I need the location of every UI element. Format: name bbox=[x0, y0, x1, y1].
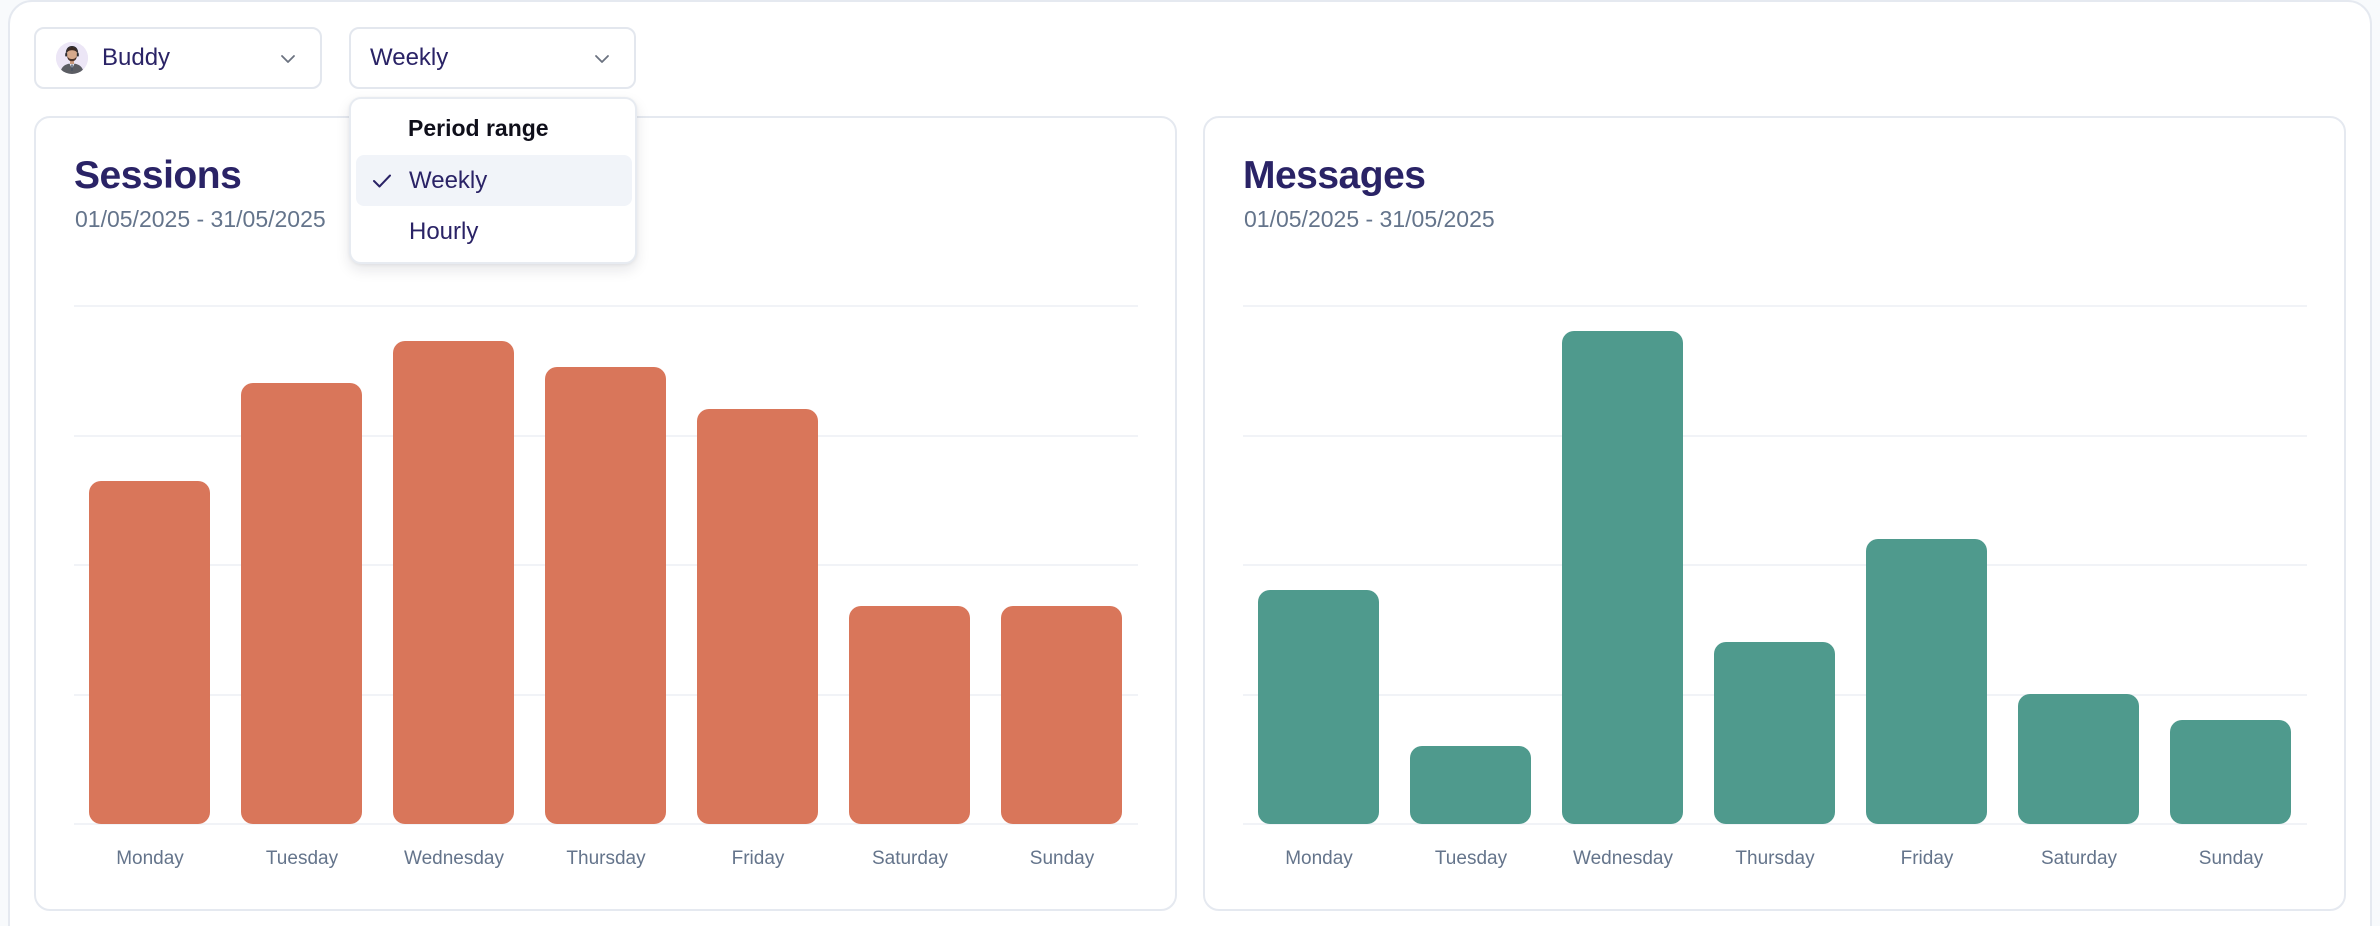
agent-select-value: Buddy bbox=[102, 44, 171, 71]
bars bbox=[74, 305, 1138, 824]
period-dropdown-menu: Period range Weekly Hourly bbox=[349, 97, 637, 264]
sessions-date-range: 01/05/2025 - 31/05/2025 bbox=[75, 206, 326, 232]
x-axis-label: Saturday bbox=[2040, 848, 2118, 869]
bars bbox=[1243, 305, 2307, 824]
bar-slot bbox=[2155, 305, 2307, 824]
bar-tuesday[interactable] bbox=[1410, 746, 1531, 824]
x-axis-label: Sunday bbox=[2198, 848, 2264, 869]
messages-bar-chart bbox=[1243, 305, 2307, 826]
bar-thursday[interactable] bbox=[1714, 642, 1835, 824]
messages-card: Messages 01/05/2025 - 31/05/2025 Monday T… bbox=[1203, 116, 2346, 911]
period-select-value: Weekly bbox=[370, 44, 449, 71]
x-axis-label: Tuesday bbox=[265, 848, 339, 869]
bar-wednesday[interactable] bbox=[1562, 330, 1683, 824]
sessions-x-axis-labels: Monday Tuesday Wednesday Thursday Friday Satu… bbox=[74, 848, 1138, 870]
bar-slot bbox=[986, 305, 1138, 824]
gridline bbox=[1243, 435, 2307, 437]
bar-friday[interactable] bbox=[1866, 538, 1987, 824]
bar-slot bbox=[226, 305, 378, 824]
messages-x-axis-labels: Monday Tuesday Wednesday Thursday Friday Satu… bbox=[1243, 848, 2307, 870]
baseline bbox=[1243, 823, 2307, 825]
check-icon bbox=[373, 174, 391, 188]
agent-avatar bbox=[56, 42, 88, 74]
x-axis-label: Thursday bbox=[1735, 848, 1815, 869]
x-axis-label: Wednesday bbox=[1573, 848, 1673, 869]
sessions-bar-chart bbox=[74, 305, 1138, 826]
bar-saturday[interactable] bbox=[2018, 694, 2139, 824]
period-option-hourly[interactable]: Hourly bbox=[356, 206, 632, 257]
sessions-title: Sessions bbox=[74, 154, 242, 197]
chevron-down-icon bbox=[595, 55, 609, 63]
x-axis-label: Monday bbox=[1285, 848, 1353, 869]
bar-slot bbox=[1547, 305, 1699, 824]
agent-select[interactable]: Buddy bbox=[34, 27, 322, 89]
bar-slot bbox=[834, 305, 986, 824]
bar-sunday[interactable] bbox=[1001, 606, 1122, 824]
bar-thursday[interactable] bbox=[545, 367, 666, 824]
period-option-weekly[interactable]: Weekly bbox=[356, 155, 632, 206]
bar-slot bbox=[2003, 305, 2155, 824]
gridline bbox=[1243, 305, 2307, 307]
bar-slot bbox=[378, 305, 530, 824]
period-option-label: Hourly bbox=[409, 217, 479, 245]
x-axis-label: Saturday bbox=[871, 848, 949, 869]
bar-slot bbox=[74, 305, 226, 824]
bar-friday[interactable] bbox=[697, 408, 818, 824]
bar-wednesday[interactable] bbox=[393, 341, 514, 824]
bar-saturday[interactable] bbox=[849, 606, 970, 824]
bar-monday[interactable] bbox=[89, 481, 210, 824]
x-axis-label: Monday bbox=[116, 848, 184, 869]
gridline bbox=[74, 305, 1138, 307]
bar-slot bbox=[682, 305, 834, 824]
messages-title: Messages bbox=[1243, 154, 1426, 197]
chevron-down-icon bbox=[281, 55, 295, 63]
x-axis-label: Friday bbox=[731, 848, 785, 869]
bar-slot bbox=[530, 305, 682, 824]
messages-date-range: 01/05/2025 - 31/05/2025 bbox=[1244, 206, 1495, 232]
x-axis-label: Sunday bbox=[1029, 848, 1095, 869]
bar-tuesday[interactable] bbox=[241, 382, 362, 824]
x-axis-label: Wednesday bbox=[404, 848, 504, 869]
period-dropdown-header: Period range bbox=[408, 115, 549, 141]
bar-sunday[interactable] bbox=[2170, 720, 2291, 824]
x-axis-label: Thursday bbox=[566, 848, 646, 869]
bar-slot bbox=[1243, 305, 1395, 824]
period-select[interactable]: Weekly bbox=[349, 27, 636, 89]
gridline bbox=[1243, 564, 2307, 566]
bar-slot bbox=[1699, 305, 1851, 824]
x-axis-label: Friday bbox=[1900, 848, 1954, 869]
baseline bbox=[74, 823, 1138, 825]
x-axis-label: Tuesday bbox=[1434, 848, 1508, 869]
bar-slot bbox=[1395, 305, 1547, 824]
bar-slot bbox=[1851, 305, 2003, 824]
period-option-label: Weekly bbox=[409, 166, 488, 194]
bar-monday[interactable] bbox=[1258, 590, 1379, 824]
